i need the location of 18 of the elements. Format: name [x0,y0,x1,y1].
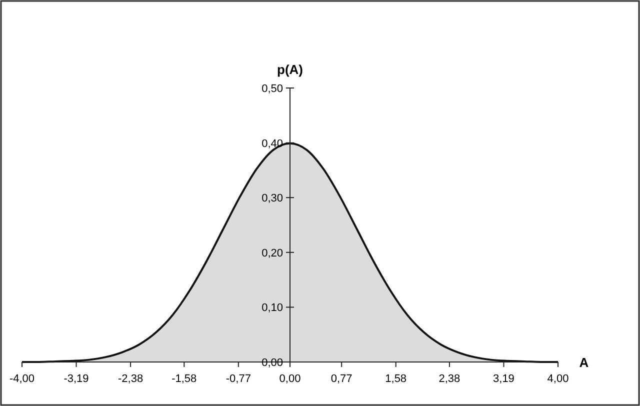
x-tick-label: 1,58 [385,373,407,385]
x-tick-label: 0,77 [330,373,352,385]
x-tick-label: 0,00 [279,373,301,385]
y-axis-title: p(A) [277,62,303,77]
y-tick-label: 0,50 [262,83,283,95]
y-tick-label: 0,40 [262,138,283,150]
x-tick-label: 3,19 [493,373,514,385]
x-tick-label: -3,19 [64,373,89,385]
x-axis-title: A [579,355,590,370]
x-tick-label: 4,00 [547,373,569,385]
y-tick-label: 0,30 [262,192,283,205]
y-tick-label: 0,20 [262,247,283,260]
x-tick-label: -2,38 [118,373,144,385]
x-tick-label: -0,77 [226,373,251,385]
x-tick-label: -4,00 [9,373,35,385]
x-tick-label: -1,58 [172,373,197,385]
x-tick-label: 2,38 [438,373,460,385]
y-tick-label: 0,10 [262,302,283,314]
